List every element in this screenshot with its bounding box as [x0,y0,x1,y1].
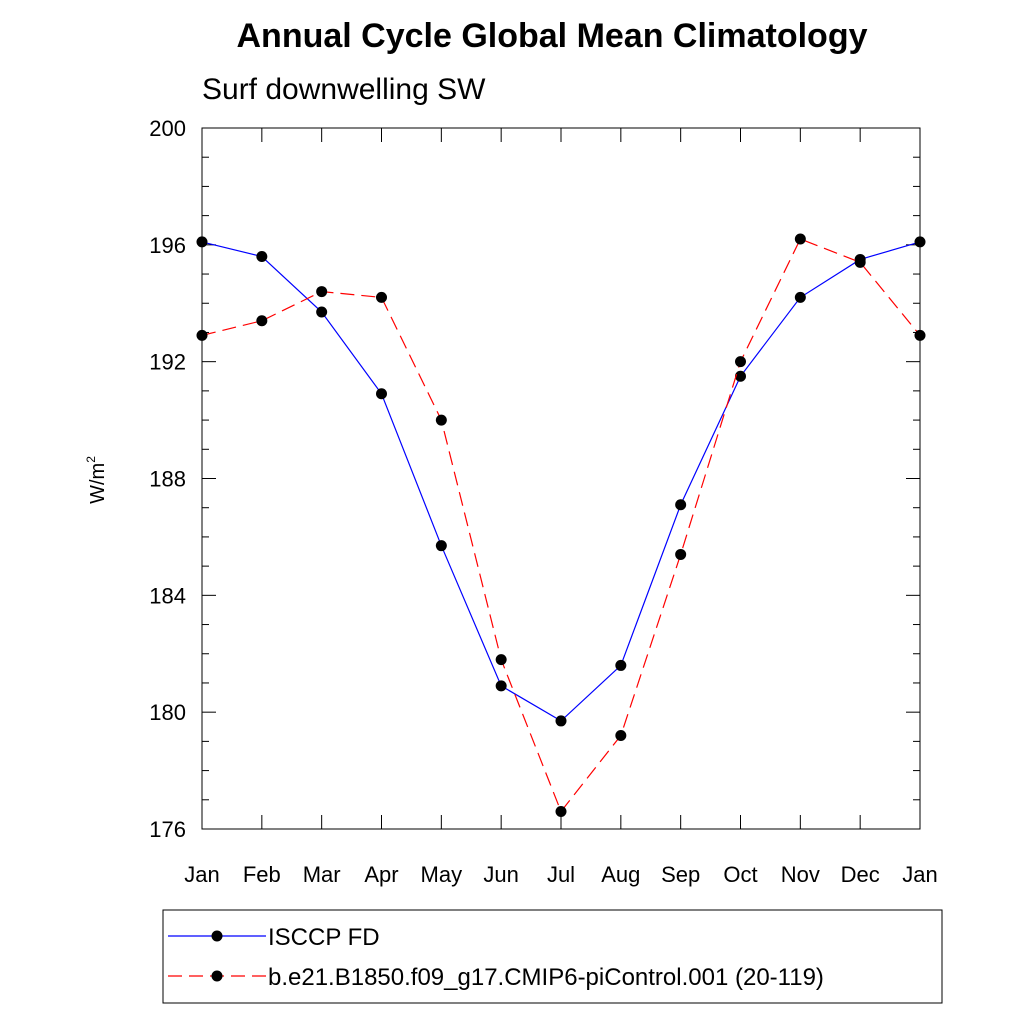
data-point [675,499,687,511]
legend-marker-1 [211,930,223,942]
x-tick-label: Jun [483,862,518,887]
legend-label-2: b.e21.B1850.f09_g17.CMIP6-piControl.001 … [268,964,824,991]
y-tick-label: 180 [149,700,186,725]
y-axis-label-text: W/m [87,463,109,504]
data-point [555,715,567,727]
data-point [794,233,806,245]
data-point [196,329,208,341]
data-point [914,236,926,248]
data-point [376,291,387,303]
data-point [794,291,806,303]
x-tick-label: Jan [902,862,937,887]
data-point [495,680,507,692]
legend-box [162,909,943,1004]
plot-area: Jan Feb Mar Apr May Jun Jul Aug Sep Oct Nov Dec Jan 1… [149,116,937,887]
chart-title: Annual Cycle Global Mean Climatology [237,17,868,55]
x-tick-label: Feb [243,862,281,887]
y-tick-label: 188 [149,467,186,492]
data-point [316,306,328,318]
legend-label-1: ISCCP FD [268,924,380,951]
data-point [555,805,567,817]
y-tick-label: 192 [149,350,186,375]
x-tick-label: May [421,862,463,887]
chart-subtitle: Surf downwelling SW [202,73,486,106]
data-point [914,329,926,341]
x-tick-label: Sep [661,862,700,887]
x-tick-label: Mar [303,862,341,887]
data-point [615,730,627,742]
x-tick-label: Jul [547,862,575,887]
data-point [435,414,447,426]
x-tick-label: Oct [723,862,757,887]
data-point [735,370,746,382]
legend-marker-2 [211,970,223,982]
x-tick-label: Nov [781,862,820,887]
data-point [854,256,866,268]
y-tick-label: 184 [149,583,186,608]
data-point [196,236,208,248]
x-tick-label: Jan [184,862,219,887]
data-point [675,548,687,560]
y-tick-label: 200 [149,116,186,141]
data-point [435,540,447,552]
series-line-1 [201,241,921,722]
y-axis-label: W/m2 [84,456,109,504]
legend: ISCCP FD b.e21.B1850.f09_g17.CMIP6-piCont… [162,909,943,1004]
x-tick-label: Aug [601,862,640,887]
x-tick-label: Dec [841,862,880,887]
data-point [376,388,387,400]
data-point [735,356,746,368]
y-tick-label: 176 [149,817,186,842]
data-point [495,654,507,666]
data-point [316,286,328,298]
x-tick-label: Apr [364,862,398,887]
y-axis-label-superscript: 2 [84,456,98,463]
data-point [256,315,268,327]
y-tick-label: 196 [149,233,186,258]
data-point [615,659,627,671]
data-point [256,251,268,263]
